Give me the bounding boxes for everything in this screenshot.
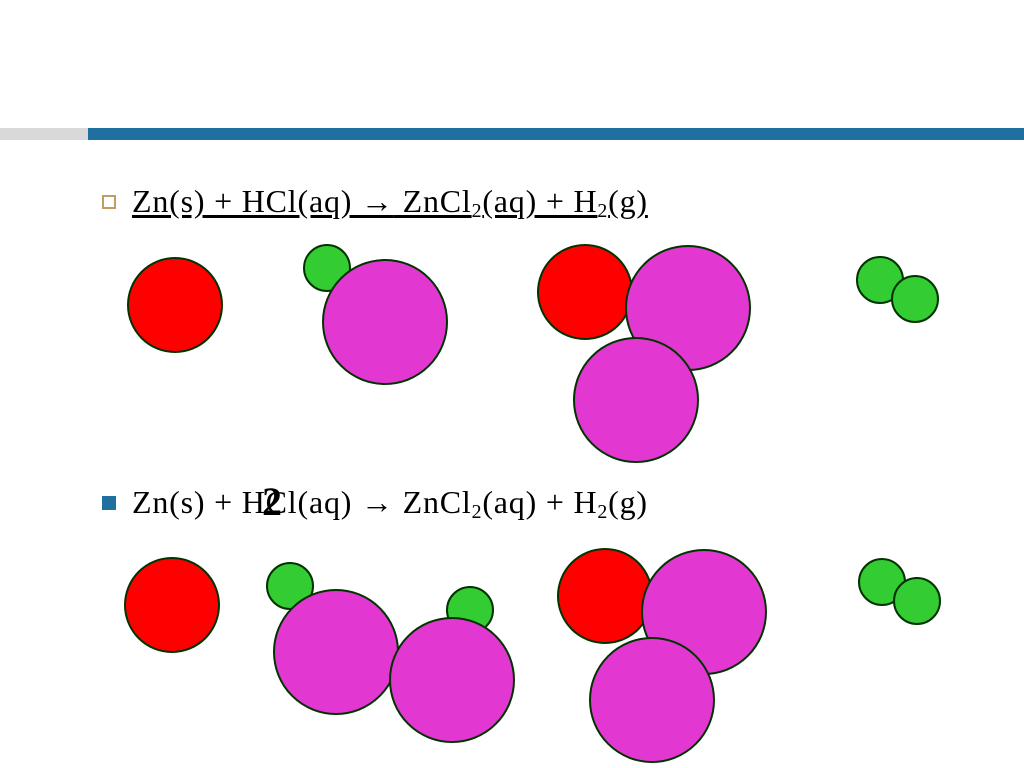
- slide-canvas: Zn(s) + HCl(aq) → ZnCl2(aq) + H2(g) Zn(s…: [0, 0, 1024, 768]
- equation-unbalanced: Zn(s) + HCl(aq) → ZnCl2(aq) + H2(g): [132, 185, 648, 222]
- atom-zn: [557, 548, 653, 644]
- eq2-seg-zn: Zn(s) + HCl(aq): [132, 484, 361, 520]
- atom-zn: [537, 244, 633, 340]
- eq1-seg-aqh: (aq) + H: [482, 183, 597, 219]
- bullet-hollow-icon: [102, 195, 116, 209]
- eq1-sub-2b: 2: [597, 200, 608, 222]
- eq2-seg-zncl: ZnCl: [394, 484, 472, 520]
- eq2-sub-2a: 2: [472, 501, 483, 523]
- atom-cl: [273, 589, 399, 715]
- atom-zn: [124, 557, 220, 653]
- coefficient-overlay: 2: [262, 478, 282, 525]
- eq2-sub-2b: 2: [597, 501, 608, 523]
- bullet-filled-icon: [102, 496, 116, 510]
- atom-h: [891, 275, 939, 323]
- atom-cl: [389, 617, 515, 743]
- atom-zn: [127, 257, 223, 353]
- atom-h: [893, 577, 941, 625]
- eq1-sub-2a: 2: [472, 200, 483, 222]
- accent-bar-right: [88, 128, 1024, 140]
- atom-cl: [322, 259, 448, 385]
- eq1-seg-zn: Zn(s) + HCl(aq): [132, 183, 361, 219]
- atom-cl: [573, 337, 699, 463]
- arrow-icon: →: [361, 484, 394, 520]
- accent-bar-left: [0, 128, 88, 140]
- arrow-icon: →: [361, 183, 394, 219]
- eq2-seg-g: (g): [608, 484, 648, 520]
- equation-balanced: Zn(s) + HCl(aq) → ZnCl2(aq) + H2(g): [132, 486, 648, 523]
- eq1-seg-zncl: ZnCl: [394, 183, 472, 219]
- atom-cl: [589, 637, 715, 763]
- eq2-seg-aqh: (aq) + H: [482, 484, 597, 520]
- eq1-seg-g: (g): [608, 183, 648, 219]
